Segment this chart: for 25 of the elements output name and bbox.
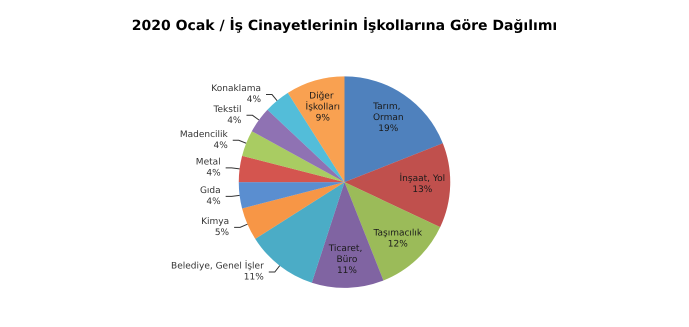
slice-label: Diğer İşkolları xyxy=(306,90,340,112)
slice-label: İnşaat, Yol xyxy=(400,172,446,184)
slice-label: Gıda xyxy=(200,186,221,196)
slice-label: Belediye, Genel İşler xyxy=(171,260,264,272)
data-label: 11% xyxy=(244,272,264,283)
data-label: 11% xyxy=(336,266,358,276)
data-label: 19% xyxy=(378,124,399,134)
slice-label: Kimya xyxy=(201,216,230,227)
data-label: 12% xyxy=(388,239,408,250)
data-label: 4% xyxy=(206,168,222,178)
data-label: 4% xyxy=(227,116,242,126)
data-label: 5% xyxy=(214,228,230,238)
slice-label: Konaklama xyxy=(211,84,261,94)
data-label: 4% xyxy=(206,196,222,207)
data-label: 9% xyxy=(316,113,330,124)
slice-label: Tarım, Orman xyxy=(372,102,404,123)
data-label: 4% xyxy=(246,95,262,106)
data-label: 4% xyxy=(213,140,228,151)
data-label: 13% xyxy=(412,185,433,196)
chart-title: 2020 Ocak / İş Cinayetlerinin İşkollarına Göre Dağılımı xyxy=(132,17,558,34)
slice-label: Taşımacılık xyxy=(372,228,423,238)
slice-label: Madencilik xyxy=(180,130,229,140)
slice-label: Ticaret, Büro xyxy=(328,244,366,265)
slice-label: Tekstil xyxy=(212,104,242,115)
slice-label: Metal xyxy=(196,157,221,168)
